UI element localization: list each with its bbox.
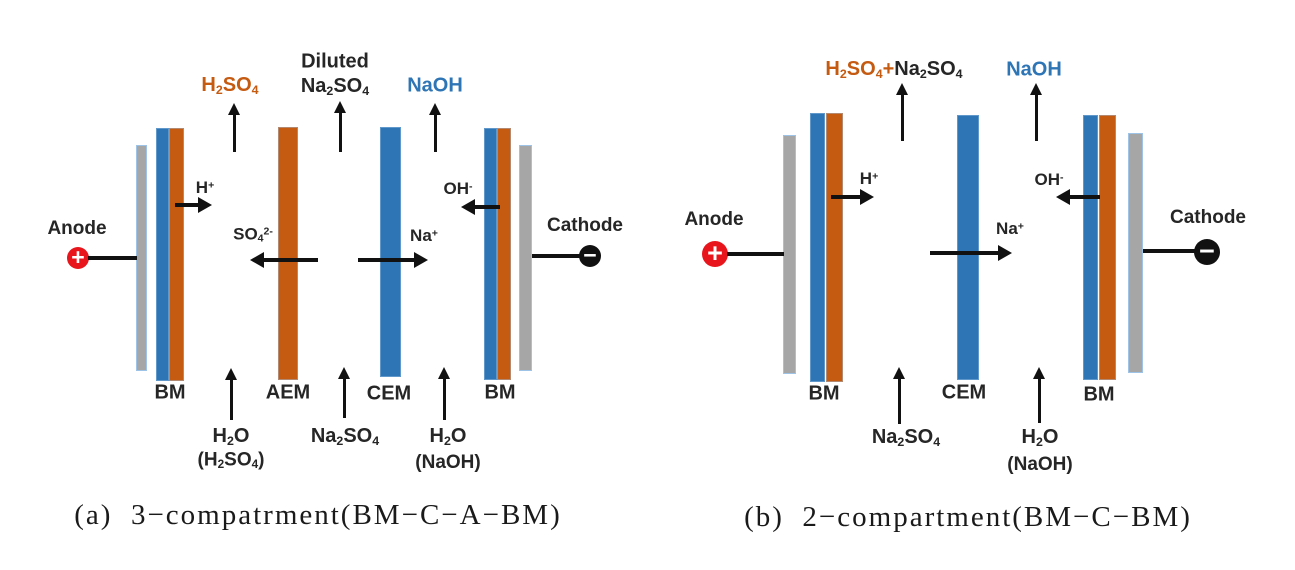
- product-arrow-diluted-na2so4-a-head: [334, 101, 346, 113]
- bm-left-label-b: BM: [808, 382, 840, 405]
- na-ion-arrow-a-head: [414, 252, 428, 268]
- product-arrow-naoh-b-head: [1030, 83, 1042, 95]
- product-arrow-diluted-na2so4-a-shaft: [338, 111, 342, 152]
- na-ion-arrow-a-shaft: [358, 258, 416, 262]
- na2so4-feed-label-b: Na2SO4: [871, 426, 941, 449]
- so4-ion-label-a: SO42-: [233, 224, 273, 245]
- bm-right-cation-layer-b: [1083, 115, 1098, 380]
- naoh-paren-label-a: (NaOH): [415, 452, 481, 474]
- h2o-feed-label-left-a: H2O: [212, 425, 250, 448]
- na-ion-label-b: Na+: [996, 219, 1024, 239]
- h2o-feed-label-b: H2O: [1021, 426, 1059, 449]
- cem-membrane-b: [957, 115, 979, 380]
- cathode-terminal-a: −: [579, 244, 601, 267]
- oh-ion-arrow-a-shaft: [473, 205, 500, 209]
- anode-terminal-b: +: [702, 240, 728, 267]
- oh-ion-label-a: OH-: [443, 179, 473, 199]
- h-ion-label-a: H+: [195, 178, 215, 198]
- product-arrow-mixed-b-head: [896, 83, 908, 95]
- cem-label-b: CEM: [941, 381, 987, 404]
- bm-left-cation-layer-a: [156, 128, 169, 381]
- diluted-label-a: Diluted: [301, 50, 369, 73]
- electrode-plate-cathode-b: [1128, 133, 1143, 373]
- h2so4-paren-label-a: (H2SO4): [197, 449, 265, 472]
- h2so4-product-label-a: H2SO4: [201, 74, 259, 97]
- feed-arrow-h2o-right-a-shaft: [442, 377, 446, 420]
- h-ion-arrow-a-head: [198, 197, 212, 213]
- bm-left-label-a: BM: [154, 381, 186, 404]
- h-ion-arrow-b-shaft: [831, 195, 862, 199]
- electrode-plate-cathode-a: [519, 145, 532, 371]
- na-ion-arrow-b-head: [998, 245, 1012, 261]
- aem-membrane-a: [278, 127, 298, 380]
- anode-wire-b: [727, 252, 784, 256]
- anode-wire-a: [88, 256, 137, 260]
- bm-right-anion-layer-b: [1099, 115, 1116, 380]
- cathode-label-b: Cathode: [1170, 207, 1246, 229]
- oh-ion-arrow-b-head: [1056, 189, 1070, 205]
- cem-membrane-a: [380, 127, 401, 377]
- h-ion-arrow-a-shaft: [175, 203, 200, 207]
- feed-arrow-na2so4-b-head: [893, 367, 905, 379]
- electrode-plate-anode-b: [783, 135, 796, 374]
- product-arrow-naoh-a-head: [429, 103, 441, 115]
- product-arrow-h2so4-a-head: [228, 103, 240, 115]
- naoh-product-label-b: NaOH: [1006, 58, 1062, 81]
- feed-arrow-h2o-left-a-shaft: [229, 378, 233, 420]
- product-arrow-naoh-a-shaft: [433, 113, 437, 152]
- feed-arrow-na2so4-a-shaft: [342, 377, 346, 418]
- anode-terminal-a: +: [67, 246, 89, 269]
- h-ion-arrow-b-head: [860, 189, 874, 205]
- diluted-na2so4-label-a: Na2SO4: [300, 75, 370, 98]
- bm-right-cation-layer-a: [484, 128, 497, 380]
- caption-panel-a: (a) 3−compatrment(BM−C−A−BM): [74, 499, 562, 531]
- oh-ion-arrow-a-head: [461, 199, 475, 215]
- bm-right-anion-layer-a: [497, 128, 511, 380]
- bm-left-anion-layer-b: [826, 113, 843, 382]
- cem-label-a: CEM: [366, 382, 412, 405]
- product-arrow-mixed-b-shaft: [900, 93, 904, 141]
- caption-panel-b: (b) 2−compartment(BM−C−BM): [744, 501, 1192, 533]
- cathode-label-a: Cathode: [547, 215, 623, 237]
- oh-ion-label-b: OH-: [1034, 170, 1064, 190]
- feed-arrow-h2o-left-a-head: [225, 368, 237, 380]
- aem-label-a: AEM: [265, 381, 311, 404]
- so4-ion-arrow-a-head: [250, 252, 264, 268]
- cathode-wire-b: [1143, 249, 1196, 253]
- naoh-product-label-a: NaOH: [407, 74, 463, 97]
- na-ion-arrow-b-shaft: [930, 251, 1000, 255]
- bm-right-label-a: BM: [484, 381, 516, 404]
- anode-label-a: Anode: [47, 218, 107, 240]
- bm-right-label-b: BM: [1083, 383, 1115, 406]
- naoh-paren-label-b: (NaOH): [1007, 454, 1073, 476]
- h-ion-label-b: H+: [859, 169, 879, 189]
- feed-arrow-na2so4-b-shaft: [897, 377, 901, 424]
- electrode-plate-anode-a: [136, 145, 147, 371]
- oh-ion-arrow-b-shaft: [1068, 195, 1100, 199]
- cathode-wire-a: [532, 254, 581, 258]
- bm-left-anion-layer-a: [169, 128, 184, 381]
- h2o-feed-label-right-a: H2O: [429, 425, 467, 448]
- na-ion-label-a: Na+: [410, 226, 438, 246]
- product-arrow-h2so4-a-shaft: [232, 113, 236, 152]
- product-arrow-naoh-b-shaft: [1034, 93, 1038, 141]
- feed-arrow-h2o-b-shaft: [1037, 377, 1041, 423]
- mixed-product-label-b: H2SO4+Na2SO4: [825, 58, 963, 81]
- so4-ion-arrow-a-shaft: [262, 258, 318, 262]
- bm-left-cation-layer-b: [810, 113, 825, 382]
- feed-arrow-na2so4-a-head: [338, 367, 350, 379]
- na2so4-feed-label-a: Na2SO4: [310, 425, 380, 448]
- feed-arrow-h2o-right-a-head: [438, 367, 450, 379]
- feed-arrow-h2o-b-head: [1033, 367, 1045, 379]
- anode-label-b: Anode: [684, 209, 744, 231]
- cathode-terminal-b: −: [1194, 238, 1220, 265]
